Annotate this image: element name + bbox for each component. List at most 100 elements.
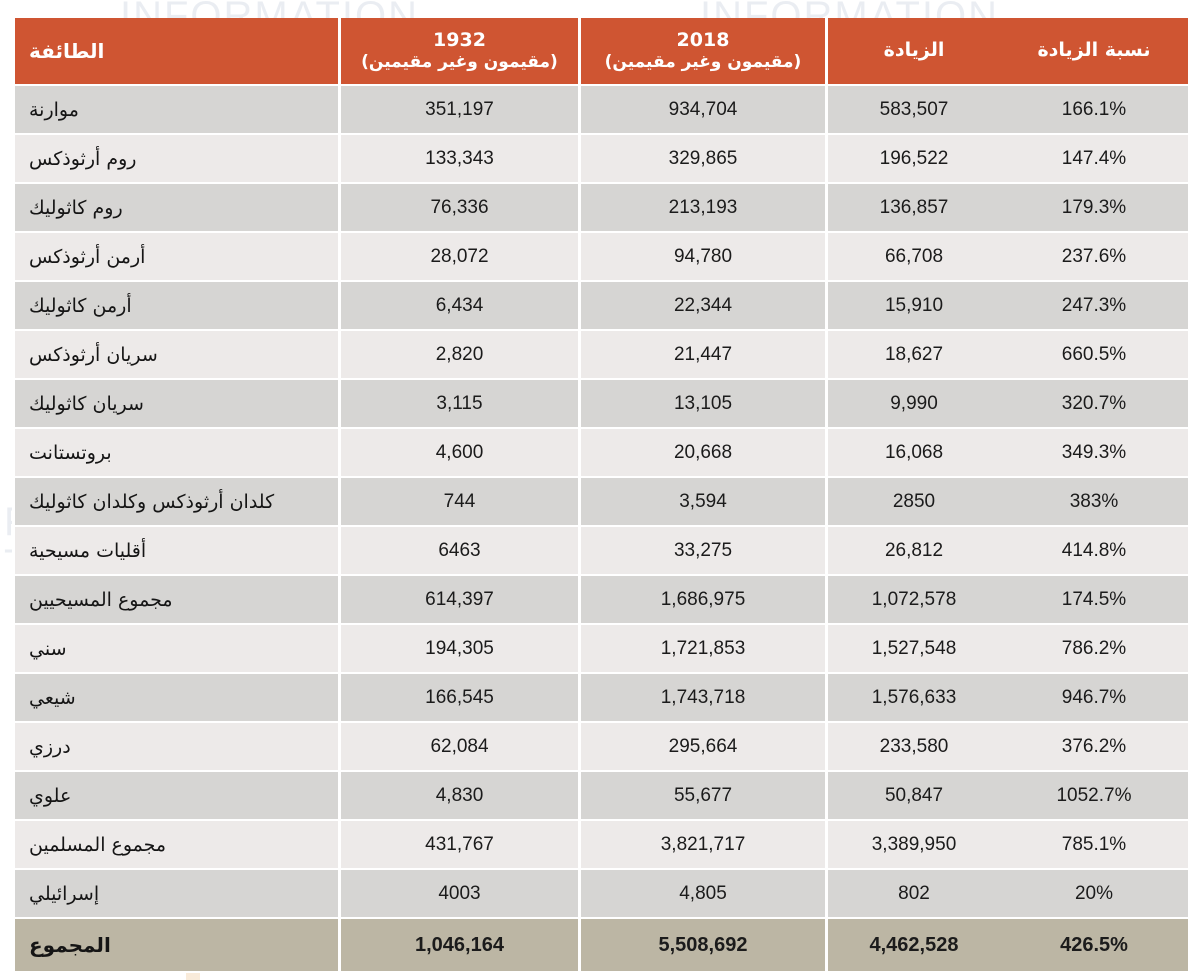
column-header-2018: 2018 (مقيمون وغير مقيمين)	[578, 18, 825, 86]
cell-percent-increase: 237.6%	[1000, 233, 1188, 282]
cell-percent-increase: 1052.7%	[1000, 772, 1188, 821]
cell-2018: 55,677	[578, 772, 825, 821]
cell-percent-increase: 376.2%	[1000, 723, 1188, 772]
cell-2018: 1,743,718	[578, 674, 825, 723]
cell-percent-increase: 349.3%	[1000, 429, 1188, 478]
cell-1932: 76,336	[338, 184, 578, 233]
cell-2018: 295,664	[578, 723, 825, 772]
cell-sect: موارنة	[12, 86, 338, 135]
cell-sect: درزي	[12, 723, 338, 772]
cell-percent-increase: 414.8%	[1000, 527, 1188, 576]
table-header: نسبة الزيادة الزيادة 2018 (مقيمون وغير م…	[12, 18, 1188, 86]
cell-increase: 2850	[825, 478, 1000, 527]
cell-1932: 4,600	[338, 429, 578, 478]
cell-increase: 1,527,548	[825, 625, 1000, 674]
cell-percent-increase: 179.3%	[1000, 184, 1188, 233]
cell-2018: 13,105	[578, 380, 825, 429]
table-row: 383% 2850 3,594 744 كلدان أرثوذكس وكلدان كاث…	[12, 478, 1188, 527]
table-total-row: 426.5% 4,462,528 5,508,692 1,046,164 المجموع	[12, 919, 1188, 973]
cell-2018: 1,686,975	[578, 576, 825, 625]
cell-percent-increase: 660.5%	[1000, 331, 1188, 380]
cell-percent-increase: 785.1%	[1000, 821, 1188, 870]
cell-percent-increase: 320.7%	[1000, 380, 1188, 429]
cell-1932: 614,397	[338, 576, 578, 625]
cell-percent-increase: 174.5%	[1000, 576, 1188, 625]
cell-sect: سريان كاثوليك	[12, 380, 338, 429]
cell-sect: سريان أرثوذكس	[12, 331, 338, 380]
cell-increase: 18,627	[825, 331, 1000, 380]
cell-1932: 4003	[338, 870, 578, 919]
cell-sect: روم كاثوليك	[12, 184, 338, 233]
cell-increase: 16,068	[825, 429, 1000, 478]
table-row: 237.6% 66,708 94,780 28,072 أرمن أرثوذكس	[12, 233, 1188, 282]
table-row: 1052.7% 50,847 55,677 4,830 علوي	[12, 772, 1188, 821]
table-body: 166.1% 583,507 934,704 351,197 موارنة 147.4% 1…	[12, 86, 1188, 973]
table-row: 20% 802 4,805 4003 إسرائيلي	[12, 870, 1188, 919]
cell-increase: 3,389,950	[825, 821, 1000, 870]
cell-sect: أرمن كاثوليك	[12, 282, 338, 331]
column-header-1932: 1932 (مقيمون وغير مقيمين)	[338, 18, 578, 86]
cell-increase: 50,847	[825, 772, 1000, 821]
table-row: 660.5% 18,627 21,447 2,820 سريان أرثوذكس	[12, 331, 1188, 380]
cell-percent-increase: 946.7%	[1000, 674, 1188, 723]
census-table-container: نسبة الزيادة الزيادة 2018 (مقيمون وغير م…	[12, 18, 1188, 973]
table-row: 174.5% 1,072,578 1,686,975 614,397 مجموع الم…	[12, 576, 1188, 625]
cell-2018: 21,447	[578, 331, 825, 380]
cell-1932: 4,830	[338, 772, 578, 821]
column-header-2018-year: 2018	[676, 29, 730, 52]
column-header-increase: الزيادة	[825, 18, 1000, 86]
cell-1932: 194,305	[338, 625, 578, 674]
cell-1932: 6,434	[338, 282, 578, 331]
cell-2018: 213,193	[578, 184, 825, 233]
cell-sect: سني	[12, 625, 338, 674]
total-cell-increase: 4,462,528	[825, 919, 1000, 973]
cell-sect: شيعي	[12, 674, 338, 723]
cell-2018: 934,704	[578, 86, 825, 135]
cell-increase: 66,708	[825, 233, 1000, 282]
table-row: 349.3% 16,068 20,668 4,600 بروتستانت	[12, 429, 1188, 478]
cell-increase: 1,576,633	[825, 674, 1000, 723]
cell-percent-increase: 20%	[1000, 870, 1188, 919]
total-cell-percent-increase: 426.5%	[1000, 919, 1188, 973]
cell-1932: 28,072	[338, 233, 578, 282]
cell-sect: مجموع المسيحيين	[12, 576, 338, 625]
cell-increase: 802	[825, 870, 1000, 919]
column-header-2018-subtitle: (مقيمون وغير مقيمين)	[604, 52, 802, 73]
column-header-sect: الطائفة	[12, 18, 338, 86]
table-row: 247.3% 15,910 22,344 6,434 أرمن كاثوليك	[12, 282, 1188, 331]
table-row: 179.3% 136,857 213,193 76,336 روم كاثوليك	[12, 184, 1188, 233]
cell-1932: 62,084	[338, 723, 578, 772]
cell-2018: 3,594	[578, 478, 825, 527]
cell-sect: أرمن أرثوذكس	[12, 233, 338, 282]
cell-increase: 583,507	[825, 86, 1000, 135]
total-cell-2018: 5,508,692	[578, 919, 825, 973]
cell-2018: 22,344	[578, 282, 825, 331]
cell-sect: كلدان أرثوذكس وكلدان كاثوليك	[12, 478, 338, 527]
cell-1932: 2,820	[338, 331, 578, 380]
table-row: 147.4% 196,522 329,865 133,343 روم أرثوذكس	[12, 135, 1188, 184]
table-row: 946.7% 1,576,633 1,743,718 166,545 شيعي	[12, 674, 1188, 723]
cell-1932: 6463	[338, 527, 578, 576]
column-header-percent-increase: نسبة الزيادة	[1000, 18, 1188, 86]
cell-percent-increase: 147.4%	[1000, 135, 1188, 184]
cell-1932: 166,545	[338, 674, 578, 723]
cell-2018: 94,780	[578, 233, 825, 282]
cell-percent-increase: 166.1%	[1000, 86, 1188, 135]
cell-sect: بروتستانت	[12, 429, 338, 478]
cell-1932: 431,767	[338, 821, 578, 870]
cell-1932: 351,197	[338, 86, 578, 135]
cell-percent-increase: 247.3%	[1000, 282, 1188, 331]
cell-1932: 3,115	[338, 380, 578, 429]
cell-sect: روم أرثوذكس	[12, 135, 338, 184]
cell-2018: 33,275	[578, 527, 825, 576]
cell-2018: 4,805	[578, 870, 825, 919]
cell-increase: 136,857	[825, 184, 1000, 233]
cell-1932: 744	[338, 478, 578, 527]
cell-increase: 26,812	[825, 527, 1000, 576]
cell-2018: 3,821,717	[578, 821, 825, 870]
cell-sect: مجموع المسلمين	[12, 821, 338, 870]
census-table: نسبة الزيادة الزيادة 2018 (مقيمون وغير م…	[12, 18, 1188, 973]
column-header-1932-subtitle: (مقيمون وغير مقيمين)	[361, 52, 558, 73]
header-row: نسبة الزيادة الزيادة 2018 (مقيمون وغير م…	[12, 18, 1188, 86]
cell-percent-increase: 383%	[1000, 478, 1188, 527]
